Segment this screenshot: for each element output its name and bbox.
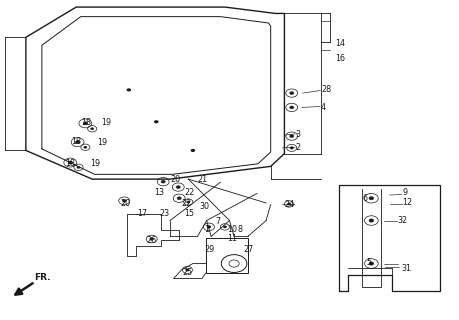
Circle shape [176, 186, 180, 188]
Text: 27: 27 [243, 245, 253, 254]
Circle shape [290, 147, 293, 149]
Text: 1: 1 [204, 225, 209, 234]
Text: 8: 8 [238, 225, 243, 234]
Text: 6: 6 [362, 194, 367, 203]
Text: 19: 19 [97, 138, 107, 147]
Circle shape [290, 135, 294, 138]
Text: 24: 24 [285, 200, 295, 209]
Circle shape [68, 161, 73, 164]
Circle shape [187, 201, 190, 203]
Circle shape [83, 122, 88, 125]
Text: 29: 29 [204, 245, 214, 254]
Text: 22: 22 [185, 188, 195, 197]
Circle shape [290, 106, 294, 109]
Circle shape [185, 269, 189, 271]
Circle shape [77, 166, 80, 168]
Text: 10: 10 [227, 225, 237, 234]
Text: 30: 30 [200, 202, 210, 211]
Text: 17: 17 [137, 209, 147, 218]
Text: 22: 22 [181, 199, 192, 208]
Text: 20: 20 [170, 175, 180, 184]
Circle shape [287, 203, 291, 205]
Text: 9: 9 [403, 188, 408, 197]
Text: 19: 19 [101, 118, 112, 127]
Text: 16: 16 [335, 53, 345, 62]
Text: 14: 14 [335, 39, 345, 48]
Text: 26: 26 [146, 236, 157, 245]
Text: 2: 2 [296, 143, 301, 152]
Text: 21: 21 [197, 175, 207, 184]
Circle shape [154, 120, 158, 123]
Circle shape [161, 180, 165, 183]
Text: 32: 32 [398, 216, 408, 225]
Text: 7: 7 [216, 217, 221, 226]
Circle shape [75, 140, 80, 144]
Text: 18: 18 [72, 137, 82, 146]
Circle shape [90, 128, 94, 130]
Text: 13: 13 [154, 188, 164, 197]
Circle shape [127, 88, 131, 92]
Text: 19: 19 [90, 159, 100, 168]
Text: 18: 18 [81, 118, 91, 127]
Circle shape [190, 149, 195, 152]
Text: 15: 15 [185, 209, 195, 218]
Circle shape [123, 199, 126, 202]
Text: 5: 5 [367, 258, 372, 267]
Text: 20: 20 [121, 199, 131, 208]
Circle shape [369, 196, 374, 200]
Circle shape [177, 197, 181, 200]
Text: 4: 4 [321, 103, 326, 112]
Text: 23: 23 [159, 209, 170, 218]
Circle shape [150, 238, 154, 240]
Circle shape [207, 226, 211, 228]
Text: 12: 12 [403, 197, 413, 206]
Text: 28: 28 [321, 85, 331, 94]
Text: 3: 3 [296, 130, 301, 139]
Text: 25: 25 [183, 268, 193, 277]
Text: 31: 31 [401, 264, 411, 273]
Circle shape [369, 219, 374, 222]
Circle shape [84, 146, 87, 148]
Bar [206, 238, 248, 273]
Circle shape [290, 92, 294, 94]
Text: 11: 11 [227, 234, 237, 243]
Circle shape [224, 226, 227, 228]
Text: 18: 18 [65, 159, 75, 168]
Circle shape [369, 262, 374, 265]
Text: FR.: FR. [34, 273, 50, 282]
